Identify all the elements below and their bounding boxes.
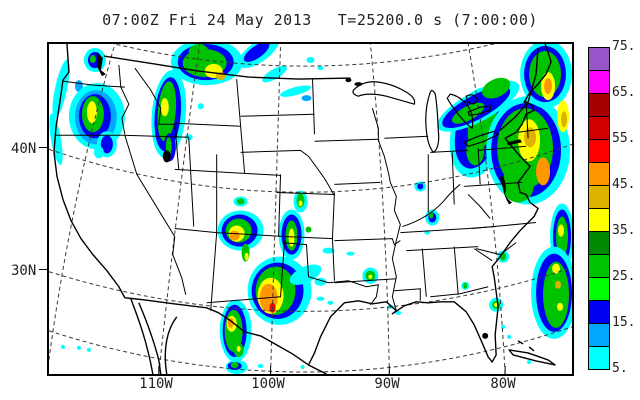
colorbar-cell — [588, 254, 610, 278]
colorbar-cell — [588, 231, 610, 255]
colorbar-cell — [588, 323, 610, 347]
lon-label: 100W — [251, 376, 285, 392]
colorbar-cell — [588, 277, 610, 301]
map-frame — [47, 42, 574, 376]
longitude-ticks — [158, 365, 506, 374]
colorbar-cell — [588, 93, 610, 117]
colorbar-label: 25. — [612, 269, 636, 284]
colorbar-cell — [588, 162, 610, 186]
lat-tick — [39, 147, 47, 148]
state-boundaries — [54, 65, 549, 311]
lon-label: 110W — [139, 376, 173, 392]
colorbar-label: 75. — [612, 39, 636, 54]
graticule — [49, 44, 572, 374]
colorbar-cell — [588, 70, 610, 94]
colorbar-label: 15. — [612, 315, 636, 330]
lat-tick — [39, 269, 47, 270]
lon-label: 80W — [490, 376, 516, 392]
title-timestamp: 07:00Z Fri 24 May 2013 — [102, 11, 312, 29]
colorbar-cell — [588, 346, 610, 370]
great-lakes — [352, 81, 500, 154]
plot-title: 07:00Z Fri 24 May 2013 T=25200.0 s (7:00:… — [0, 11, 640, 29]
coastline — [53, 44, 556, 374]
colorbar — [588, 47, 610, 370]
us-precipitation-map — [49, 44, 572, 374]
lon-label: 90W — [374, 376, 400, 392]
colorbar-cell — [588, 185, 610, 209]
colorbar-cell — [588, 300, 610, 324]
lat-label: 30N — [11, 263, 37, 279]
colorbar-cell — [588, 208, 610, 232]
colorbar-label: 45. — [612, 177, 636, 192]
lat-label: 40N — [11, 141, 37, 157]
colorbar-label: 35. — [612, 223, 636, 238]
precipitation-layer — [49, 44, 572, 374]
colorbar-label: 5. — [612, 361, 628, 376]
colorbar-cell — [588, 139, 610, 163]
colorbar-label: 55. — [612, 131, 636, 146]
colorbar-cell — [588, 47, 610, 71]
colorbar-cell — [588, 116, 610, 140]
title-model-time: T=25200.0 s (7:00:00) — [337, 11, 538, 29]
colorbar-label: 65. — [612, 85, 636, 100]
